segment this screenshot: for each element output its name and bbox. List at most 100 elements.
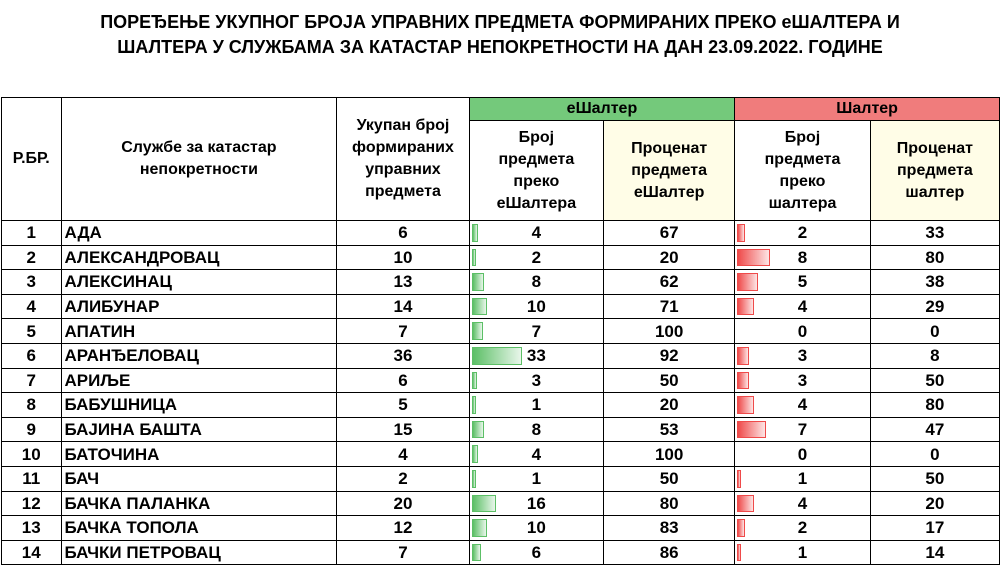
shalter-count-value: 0: [797, 444, 808, 464]
shalter-count: 4: [734, 392, 871, 418]
shalter-count-value: 8: [797, 247, 808, 267]
eshalter-percent: 71: [603, 293, 736, 320]
table-row: 1 АДА 6 4 67 2 33: [1, 220, 1000, 246]
shalter-percent: 50: [869, 367, 1000, 394]
eshalter-count-bar: [471, 297, 487, 316]
eshalter-count-value: 8: [531, 420, 542, 440]
table-row: 4 АЛИБУНАР 14 10 71 4 29: [1, 293, 1000, 320]
eshalter-percent: 50: [603, 465, 736, 492]
office-name: АДА: [60, 220, 338, 246]
table-row: 13 БАЧКА ТОПОЛА 12 10 83 2 17: [1, 515, 1000, 541]
total-count: 15: [336, 416, 470, 443]
office-name: БАЧ: [60, 465, 338, 492]
eshalter-count: 1: [468, 465, 605, 492]
shalter-percent: 38: [869, 269, 1000, 295]
eshalter-count: 4: [468, 220, 605, 246]
total-count: 5: [336, 392, 470, 418]
shalter-count-value: 1: [797, 543, 808, 563]
eshalter-count-value: 8: [531, 272, 542, 292]
shalter-percent: 14: [869, 539, 1000, 565]
eshalter-count: 8: [468, 269, 605, 295]
shalter-count-value: 4: [797, 493, 808, 513]
shalter-percent: 80: [869, 392, 1000, 418]
row-number: 2: [1, 244, 62, 271]
shalter-percent: 17: [869, 515, 1000, 541]
row-number: 13: [1, 515, 62, 541]
office-name: БАЈИНА БАШТА: [60, 416, 338, 443]
table-row: 10 БАТОЧИНА 4 4 100 0 0: [1, 441, 1000, 467]
eshalter-percent: 53: [603, 416, 736, 443]
eshalter-count-value: 3: [531, 370, 542, 390]
header-s-count: Број предмета преко шалтера: [734, 120, 871, 221]
shalter-count-bar: [737, 297, 755, 316]
shalter-count-bar: [737, 371, 750, 390]
eshalter-count-value: 4: [531, 223, 542, 243]
total-count: 4: [336, 441, 470, 467]
eshalter-percent: 62: [603, 269, 736, 295]
table-row: 6 АРАНЂЕЛОВАЦ 36 33 92 3 8: [1, 342, 1000, 369]
shalter-count: 1: [734, 539, 871, 565]
shalter-count-value: 7: [797, 420, 808, 440]
table-body: 1 АДА 6 4 67 2 33 2 АЛЕКСАНДРОВАЦ 10 2 20 8 80 3 АЛЕКСИ…: [1, 220, 1000, 565]
shalter-count-bar: [737, 224, 746, 242]
shalter-count-bar: [737, 494, 755, 513]
row-number: 12: [1, 490, 62, 517]
header-total: Укупан број формираних управних предмета: [336, 97, 470, 221]
shalter-count-bar: [737, 346, 750, 365]
shalter-count-value: 3: [797, 346, 808, 366]
shalter-percent: 0: [869, 441, 1000, 467]
shalter-count: 8: [734, 244, 871, 271]
eshalter-percent: 20: [603, 244, 736, 271]
title-line-1: ПОРЕЂЕЊЕ УКУПНОГ БРОЈА УПРАВНИХ ПРЕДМЕТА…: [100, 12, 900, 32]
row-number: 8: [1, 392, 62, 418]
header-office: Службе за катастар непокретности: [60, 97, 338, 221]
shalter-count: 3: [734, 367, 871, 394]
eshalter-count: 1: [468, 392, 605, 418]
eshalter-percent: 67: [603, 220, 736, 246]
shalter-count-value: 5: [797, 272, 808, 292]
title-line-2: ШАЛТЕРА У СЛУЖБАМА ЗА КАТАСТАР НЕПОКРЕТН…: [117, 37, 883, 57]
shalter-count: 2: [734, 220, 871, 246]
eshalter-count: 16: [468, 490, 605, 517]
row-number: 1: [1, 220, 62, 246]
eshalter-count-bar: [471, 445, 478, 463]
eshalter-percent: 80: [603, 490, 736, 517]
shalter-count: 3: [734, 342, 871, 369]
office-name: БАТОЧИНА: [60, 441, 338, 467]
eshalter-count: 6: [468, 539, 605, 565]
header-s-pct: Проценат предмета шалтер: [869, 120, 1000, 221]
eshalter-count-bar: [471, 420, 484, 439]
eshalter-percent: 92: [603, 342, 736, 369]
eshalter-count-bar: [471, 469, 476, 488]
row-number: 7: [1, 367, 62, 394]
total-count: 7: [336, 318, 470, 344]
total-count: 13: [336, 269, 470, 295]
shalter-count-value: 4: [797, 395, 808, 415]
office-name: БАЧКИ ПЕТРОВАЦ: [60, 539, 338, 565]
header-rbr: Р.БР.: [1, 97, 62, 221]
shalter-percent: 0: [869, 318, 1000, 344]
row-number: 5: [1, 318, 62, 344]
office-name: БАЧКА ТОПОЛА: [60, 515, 338, 541]
eshalter-count-value: 10: [526, 518, 546, 538]
total-count: 14: [336, 293, 470, 320]
office-name: БАЧКА ПАЛАНКА: [60, 490, 338, 517]
eshalter-count: 2: [468, 244, 605, 271]
shalter-count-bar: [737, 469, 742, 488]
shalter-count-value: 2: [797, 518, 808, 538]
comparison-table: Р.БР. Службе за катастар непокретности У…: [1, 97, 1000, 565]
shalter-count: 0: [734, 318, 871, 344]
eshalter-count-bar: [471, 346, 522, 365]
shalter-count-value: 3: [797, 370, 808, 390]
eshalter-count: 10: [468, 293, 605, 320]
row-number: 14: [1, 539, 62, 565]
eshalter-count: 10: [468, 515, 605, 541]
eshalter-count-value: 33: [526, 346, 546, 366]
eshalter-count-bar: [471, 396, 476, 414]
table-row: 7 АРИЉЕ 6 3 50 3 50: [1, 367, 1000, 394]
eshalter-count-value: 16: [526, 493, 546, 513]
eshalter-count: 3: [468, 367, 605, 394]
eshalter-count: 7: [468, 318, 605, 344]
row-number: 4: [1, 293, 62, 320]
shalter-count: 7: [734, 416, 871, 443]
